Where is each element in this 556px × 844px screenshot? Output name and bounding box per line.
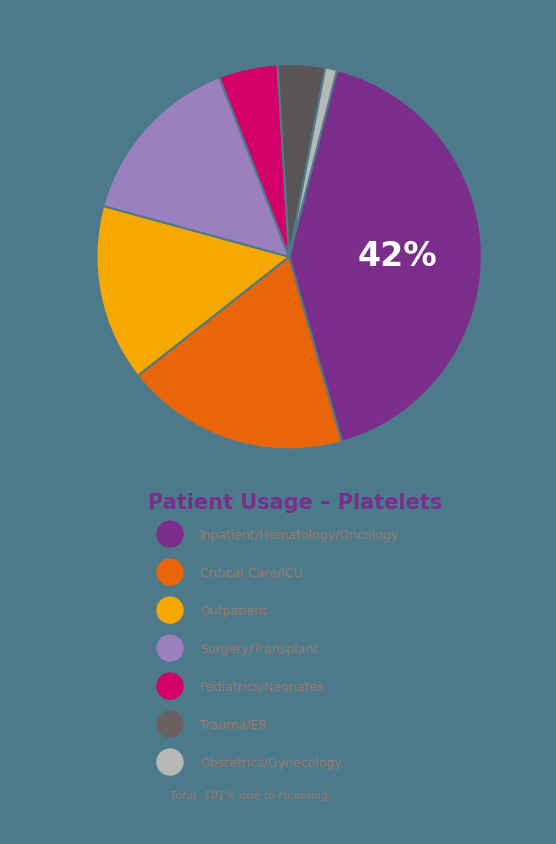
Text: Obstetrics/Gynecology: Obstetrics/Gynecology xyxy=(200,755,342,769)
Text: 1%: 1% xyxy=(324,32,351,51)
Text: Trauma/ER: Trauma/ER xyxy=(200,717,267,731)
Wedge shape xyxy=(103,78,289,257)
Text: Pediatrics/Neonates: Pediatrics/Neonates xyxy=(200,679,325,693)
Text: 4%: 4% xyxy=(290,28,316,46)
Wedge shape xyxy=(138,257,342,450)
Text: 19%: 19% xyxy=(202,459,239,477)
Circle shape xyxy=(157,674,183,699)
Text: Critical Care/ICU: Critical Care/ICU xyxy=(200,566,303,579)
Text: Total: 101% due to rounding.: Total: 101% due to rounding. xyxy=(170,790,331,800)
Circle shape xyxy=(157,598,183,624)
Text: 15%: 15% xyxy=(106,100,143,118)
Circle shape xyxy=(157,522,183,548)
Wedge shape xyxy=(289,68,337,257)
Circle shape xyxy=(157,749,183,775)
Circle shape xyxy=(157,560,183,586)
Text: Surgery/Transplant: Surgery/Transplant xyxy=(200,641,318,655)
Wedge shape xyxy=(289,71,482,442)
Text: Outpatient: Outpatient xyxy=(200,604,267,617)
Wedge shape xyxy=(96,207,289,376)
Text: 5%: 5% xyxy=(229,32,255,51)
Circle shape xyxy=(157,636,183,662)
Text: Inpatient/Hematology/Oncology: Inpatient/Hematology/Oncology xyxy=(200,528,399,541)
Text: 42%: 42% xyxy=(357,240,437,273)
Text: Patient Usage – Platelets: Patient Usage – Platelets xyxy=(148,493,442,512)
Text: 15%: 15% xyxy=(53,292,90,311)
Circle shape xyxy=(157,711,183,737)
Wedge shape xyxy=(219,65,289,257)
Wedge shape xyxy=(277,65,325,257)
